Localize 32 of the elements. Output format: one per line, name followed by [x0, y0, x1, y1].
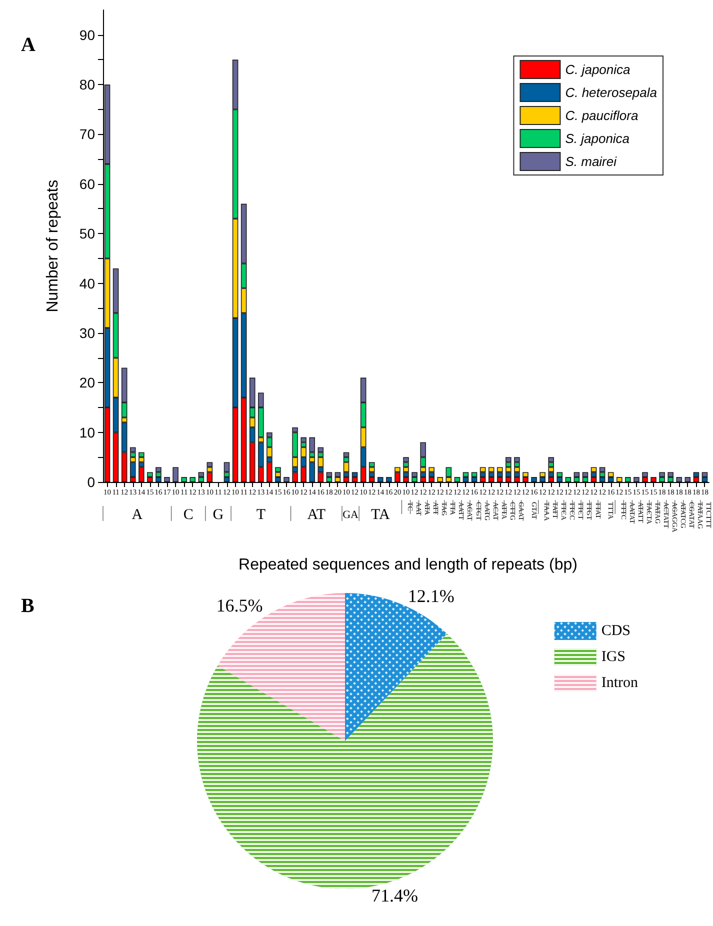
legend-label: C. heterosepala [565, 85, 657, 100]
text: GA [342, 509, 359, 521]
y-tick-label: 70 [79, 126, 96, 142]
y-tick-label: 90 [79, 26, 96, 43]
y-tick-label: 20 [79, 374, 96, 391]
legend-label: Intron [601, 675, 638, 691]
legend-label: S. japonica [565, 131, 630, 146]
data-label: 71.4% [371, 886, 418, 906]
y-tick-label: 60 [79, 176, 96, 192]
legend-label: CDS [601, 623, 631, 639]
y-tick-label: 80 [79, 76, 96, 93]
data-label: 12.1% [408, 586, 454, 606]
y-axis-title: Number of repeats [44, 180, 62, 312]
text: A [21, 34, 36, 56]
y-tick-label: 50 [79, 226, 96, 242]
x-axis-title: Repeated sequences and length of repeats (bp) [238, 556, 578, 574]
y-tick-label: 40 [79, 275, 96, 292]
text: C [183, 507, 194, 523]
y-tick-label: 10 [79, 424, 96, 440]
data-label: 16.5% [216, 595, 263, 616]
legend-label: IGS [601, 649, 626, 665]
y-tick-label: 0 [87, 474, 96, 490]
text: T [256, 507, 266, 523]
y-tick-label: 30 [79, 324, 96, 341]
text: G [212, 507, 224, 523]
legend-label: S. mairei [565, 154, 618, 169]
text: TA [370, 507, 390, 523]
text: A [132, 507, 143, 523]
legend-label: C. pauciflora [565, 108, 638, 123]
legend-label: C. japonica [565, 62, 630, 77]
text: AT [307, 507, 326, 523]
text: B [21, 595, 34, 617]
